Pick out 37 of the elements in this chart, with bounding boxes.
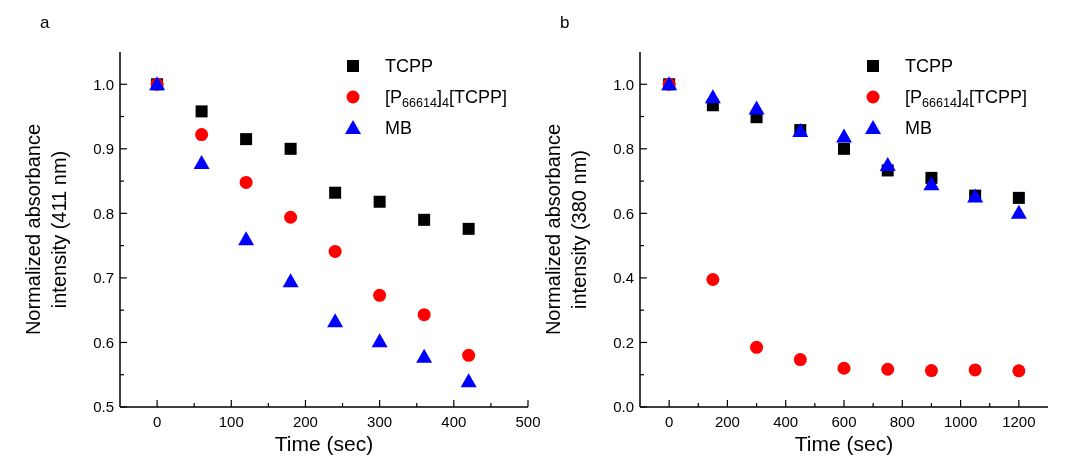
- x-axis-title: Time (sec): [794, 432, 894, 455]
- x-tick-label: 600: [831, 413, 857, 430]
- x-tick-label: 500: [515, 413, 541, 430]
- x-tick-label: 1000: [943, 413, 978, 430]
- x-tick-label: 300: [367, 413, 393, 430]
- x-tick-label: 400: [441, 413, 467, 430]
- x-tick-label: 800: [889, 413, 915, 430]
- legend-label: [P$_{66614}$]$_{4}$[TCPP]: [385, 87, 508, 111]
- chart-title: b: [560, 13, 570, 32]
- y-tick-label: 0.9: [93, 140, 114, 158]
- x-tick-label: 1200: [1002, 413, 1036, 430]
- x-tick-label: 200: [292, 413, 318, 430]
- y-tick-label: 1.0: [613, 75, 634, 93]
- y-tick-label: 0.4: [613, 269, 634, 287]
- y-tick-label: 0.8: [93, 204, 114, 222]
- x-axis-title: Time (sec): [274, 432, 374, 455]
- y-tick-label: 0.5: [93, 398, 114, 416]
- x-tick-label: 200: [714, 413, 740, 430]
- y-tick-label: 0.6: [613, 204, 634, 222]
- y-tick-label: 0.8: [613, 140, 634, 158]
- x-tick-label: 400: [773, 413, 799, 430]
- y-tick-label: 0.6: [93, 333, 114, 351]
- legend-label: TCPP: [385, 56, 434, 77]
- legend-label: [P$_{66614}$]$_{4}$[TCPP]: [905, 87, 1028, 111]
- legend-label: MB: [905, 118, 932, 139]
- x-tick-label: 100: [218, 413, 244, 430]
- chart-title: a: [40, 13, 50, 32]
- legend-label: MB: [385, 118, 412, 139]
- y-tick-label: 0.7: [93, 269, 114, 287]
- y-axis-title: Normalized absorbance intensity (380 nm): [542, 123, 590, 336]
- y-tick-label: 1.0: [93, 75, 114, 93]
- x-tick-label: 0: [664, 413, 674, 430]
- legend-label: TCPP: [905, 56, 954, 77]
- y-tick-label: 0.2: [613, 333, 634, 351]
- x-tick-label: 0: [152, 413, 162, 430]
- y-axis-title: Normalized absorbance intensity (411 nm): [22, 123, 70, 336]
- y-tick-label: 0.0: [613, 398, 634, 416]
